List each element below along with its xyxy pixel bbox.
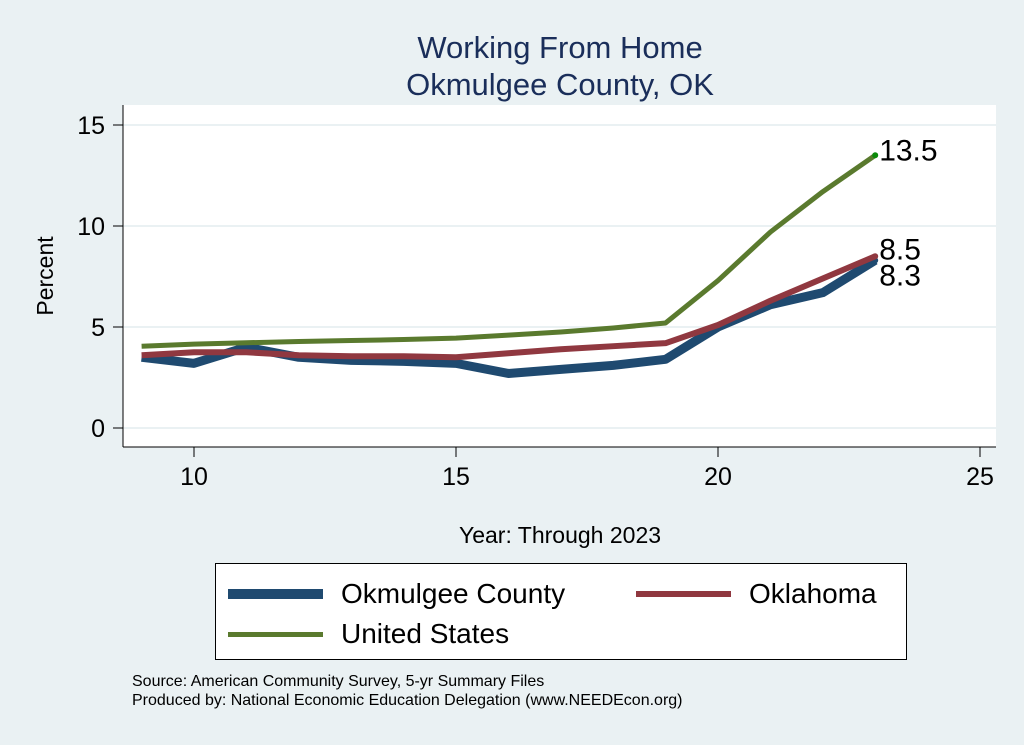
legend-swatch <box>228 631 323 637</box>
series-line-oklahoma <box>141 253 877 361</box>
y-tick-label: 15 <box>77 112 105 140</box>
legend-swatch <box>228 589 323 599</box>
end-label: 8.5 <box>879 233 921 266</box>
end-label: 13.5 <box>879 134 937 167</box>
source-note: Source: American Community Survey, 5-yr … <box>132 673 545 690</box>
y-tick-label: 5 <box>91 314 105 342</box>
x-tick-label: 10 <box>180 463 208 491</box>
chart-svg: Working From Home Okmulgee County, OK 0 5… <box>32 30 996 548</box>
legend-label: Okmulgee County <box>341 578 566 609</box>
x-tick-label: 15 <box>442 463 470 491</box>
legend: Okmulgee County Oklahoma United States <box>215 563 907 660</box>
produced-note: Produced by: National Economic Education… <box>132 692 683 709</box>
legend-item-us: United States <box>228 618 509 650</box>
x-axis-label: Year: Through 2023 <box>459 522 661 548</box>
y-tick-label: 10 <box>77 213 105 241</box>
end-point <box>872 152 879 159</box>
legend-label: Oklahoma <box>749 578 877 609</box>
series-line-united-states <box>141 153 877 349</box>
y-tick-label: 0 <box>91 415 105 443</box>
end-label: 8.3 <box>879 259 921 292</box>
chart-title: Working From Home <box>417 30 702 65</box>
legend-item-okmulgee: Okmulgee County <box>228 578 565 610</box>
chart-subtitle: Okmulgee County, OK <box>406 67 714 102</box>
x-tick-label: 20 <box>704 463 732 491</box>
plot-area <box>123 105 996 447</box>
x-tick-label: 25 <box>966 463 994 491</box>
legend-swatch <box>636 591 731 597</box>
end-point <box>872 253 879 260</box>
y-axis-label: Percent <box>32 236 58 316</box>
legend-item-oklahoma: Oklahoma <box>636 578 877 610</box>
legend-label: United States <box>341 618 510 649</box>
